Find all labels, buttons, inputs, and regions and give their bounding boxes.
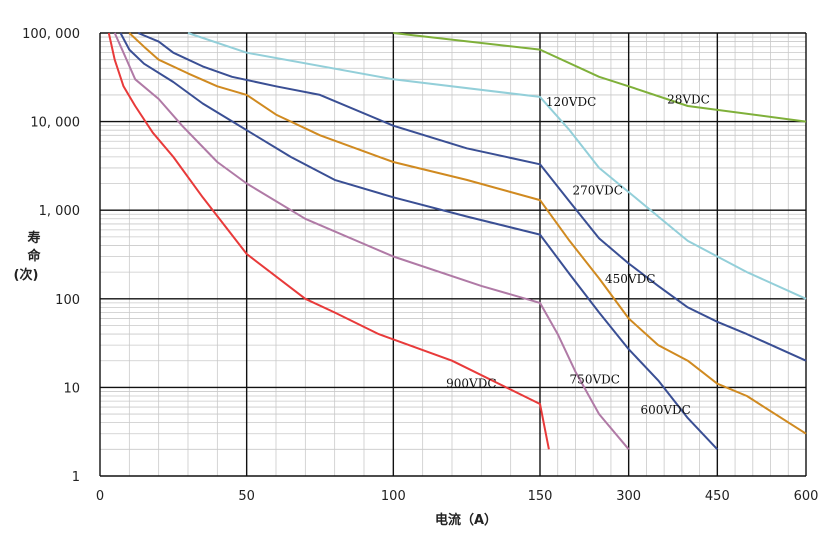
- series-line-270vdc: [137, 32, 807, 362]
- y-axis-label-2: 命: [26, 248, 41, 264]
- x-tick-label: 600: [794, 489, 819, 504]
- series-line-750vdc: [113, 32, 630, 450]
- y-axis-label-1: 寿: [27, 230, 40, 246]
- y-tick-label: 100, 000: [22, 27, 80, 42]
- series-label-28vdc: 28VDC: [667, 93, 710, 107]
- series-layer: [107, 32, 807, 450]
- series-line-600vdc: [119, 32, 719, 450]
- x-tick-label: 100: [381, 489, 406, 504]
- series-labels: 28VDC 120VDC 270VDC 450VDC 600VDC 750VDC 900VD…: [446, 93, 710, 418]
- series-label-750vdc: 750VDC: [570, 373, 620, 387]
- tick-labels: 1 10 100 1, 000 10, 000 100, 000 0 50 100 150 300 4…: [22, 27, 818, 504]
- series-label-900vdc: 900VDC: [446, 376, 496, 390]
- y-tick-label: 10, 000: [30, 116, 80, 131]
- x-tick-label: 150: [528, 489, 553, 504]
- series-line-450vdc: [128, 32, 807, 435]
- series-line-28vdc: [393, 32, 807, 123]
- grid-major: [99, 32, 807, 477]
- series-line-900vdc: [107, 32, 550, 450]
- y-tick-label: 100: [55, 293, 80, 308]
- y-tick-label: 1: [72, 470, 80, 485]
- series-line-120vdc: [187, 32, 807, 300]
- y-tick-label: 1, 000: [39, 204, 80, 219]
- series-label-450vdc: 450VDC: [605, 272, 655, 286]
- x-axis-label: 电流（A）: [435, 512, 497, 528]
- series-label-120vdc: 120VDC: [546, 95, 596, 109]
- y-tick-label: 10: [63, 381, 80, 396]
- y-axis-label-3: (次): [14, 267, 39, 283]
- grid-minor: [100, 33, 806, 476]
- x-tick-label: 0: [96, 489, 104, 504]
- series-label-270vdc: 270VDC: [573, 184, 623, 198]
- x-tick-label: 450: [705, 489, 730, 504]
- x-tick-label: 300: [616, 489, 641, 504]
- x-tick-label: 50: [238, 489, 255, 504]
- series-label-600vdc: 600VDC: [640, 403, 690, 417]
